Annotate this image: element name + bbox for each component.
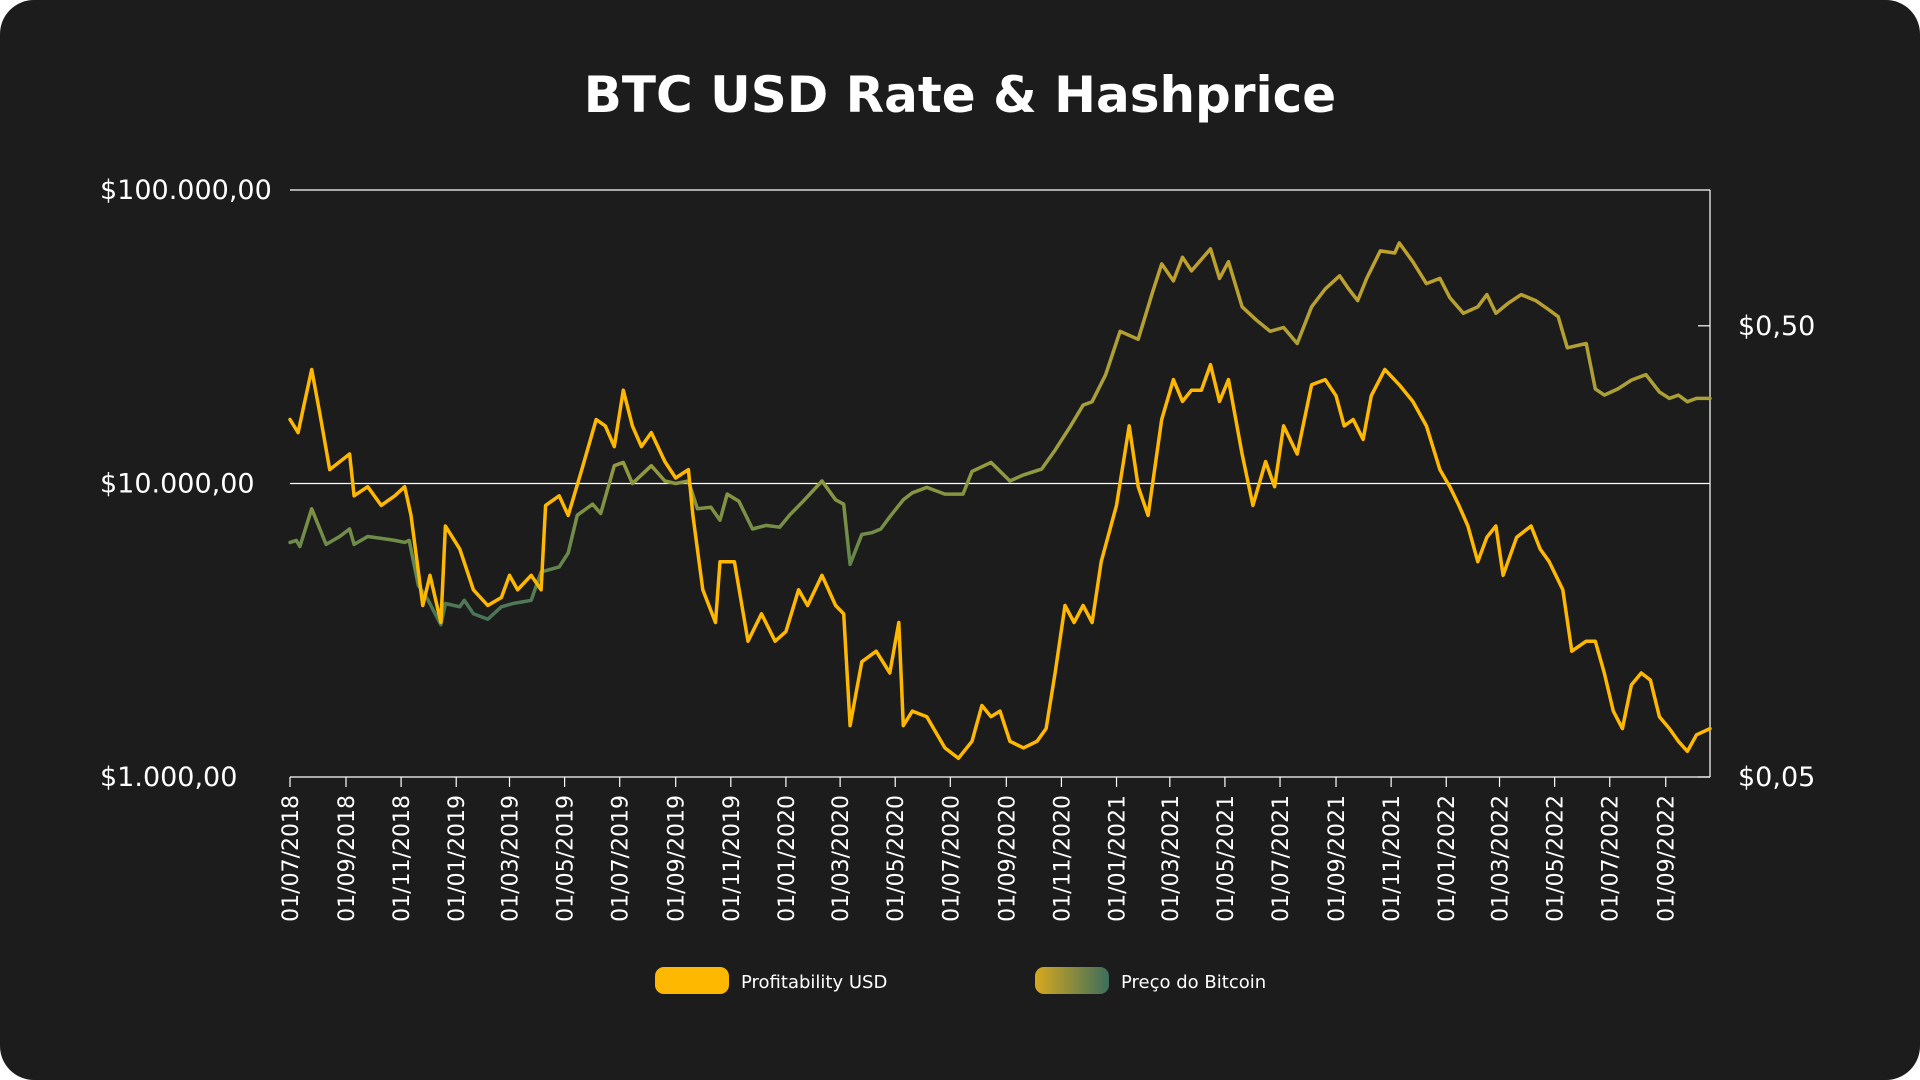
left-tick-label: $1.000,00	[100, 762, 237, 793]
x-tick-label: 01/01/2021	[1106, 795, 1131, 922]
legend: Profitability USD Preço do Bitcoin	[655, 967, 1266, 994]
x-tick-label: 01/03/2019	[499, 795, 524, 922]
right-axis-ticks: $0,05 $0,50	[1738, 311, 1815, 793]
series-layer	[288, 241, 1712, 761]
x-tick-label: 01/03/2021	[1159, 795, 1184, 922]
gridlines	[290, 189, 1710, 485]
chart-title: BTC USD Rate & Hashprice	[583, 66, 1337, 124]
left-axis-ticks: $1.000,00 $10.000,00 $100.000,00	[100, 175, 272, 793]
legend-label: Preço do Bitcoin	[1121, 972, 1266, 993]
x-tick-label: 01/11/2019	[720, 795, 745, 922]
series-line-profitability-usd	[288, 362, 1712, 761]
right-tick-label: $0,50	[1738, 311, 1815, 342]
x-tick-label: 01/09/2022	[1655, 795, 1680, 922]
x-tick-label: 01/05/2021	[1214, 795, 1239, 922]
x-tick-label: 01/09/2019	[665, 795, 690, 922]
x-tick-label: 01/11/2021	[1380, 795, 1405, 922]
x-tick-label: 01/07/2019	[609, 795, 634, 922]
x-tick-label: 01/01/2022	[1435, 795, 1460, 922]
x-tick-label: 01/01/2020	[775, 795, 800, 922]
x-tick-label: 01/01/2019	[445, 795, 470, 922]
x-tick-label: 01/09/2018	[335, 795, 360, 922]
legend-swatch	[1035, 967, 1109, 994]
left-tick-label: $100.000,00	[100, 175, 272, 206]
legend-label: Profitability USD	[741, 972, 887, 993]
legend-swatch	[655, 967, 729, 994]
x-tick-label: 01/07/2022	[1599, 795, 1624, 922]
x-tick-label: 01/07/2020	[939, 795, 964, 922]
x-tick-label: 01/09/2020	[995, 795, 1020, 922]
x-tick-label: 01/11/2018	[390, 795, 415, 922]
series-line-bitcoin-price	[288, 241, 1712, 627]
left-tick-label: $10.000,00	[100, 469, 255, 500]
x-axis-ticks: 01/07/2018 01/09/2018 01/11/2018 01/01/2019…	[279, 777, 1680, 922]
x-tick-label: 01/05/2019	[554, 795, 579, 922]
x-tick-label: 01/03/2022	[1489, 795, 1514, 922]
x-tick-label: 01/07/2018	[279, 795, 304, 922]
axes	[290, 190, 1711, 778]
right-tick-label: $0,05	[1738, 762, 1815, 793]
x-tick-label: 01/05/2020	[884, 795, 909, 922]
x-tick-label: 01/03/2020	[829, 795, 854, 922]
x-tick-label: 01/05/2022	[1544, 795, 1569, 922]
x-tick-label: 01/07/2021	[1269, 795, 1294, 922]
x-tick-label: 01/09/2021	[1325, 795, 1350, 922]
x-tick-label: 01/11/2020	[1050, 795, 1075, 922]
